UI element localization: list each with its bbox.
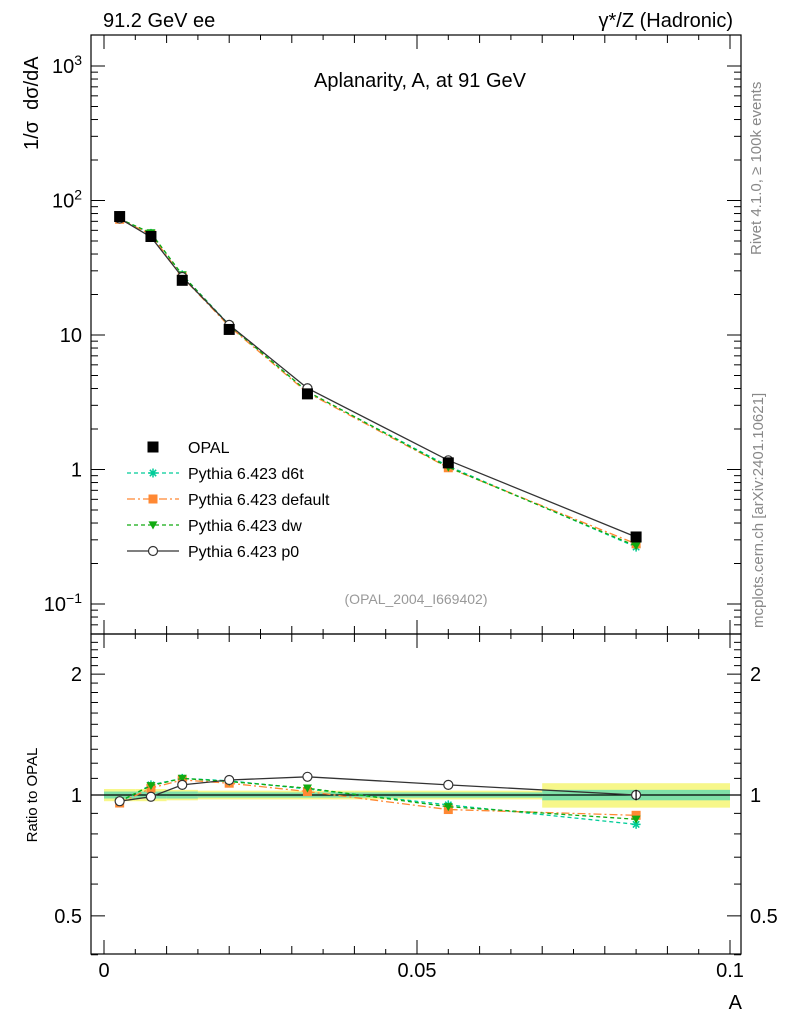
rivet-label: Rivet 4.1.0, ≥ 100k events xyxy=(748,82,765,255)
ratio-tick-label-left: 1 xyxy=(71,785,82,807)
y-tick-label: 102 xyxy=(52,187,82,213)
ratio-series-point xyxy=(302,771,313,782)
legend-marker xyxy=(148,468,158,478)
legend-label: Pythia 6.423 d6t xyxy=(188,466,304,483)
data-point xyxy=(223,323,235,335)
legend-marker xyxy=(147,545,159,557)
x-tick-label: 0 xyxy=(98,960,109,982)
data-point xyxy=(301,388,313,400)
ratio-series-point xyxy=(302,784,312,793)
ratio-series-point xyxy=(443,779,454,790)
ratio-panel-frame xyxy=(90,633,742,955)
ratio-tick-label-right: 0.5 xyxy=(750,906,778,928)
chart-title: Aplanarity, A, at 91 GeV xyxy=(314,70,527,92)
y-axis-label: 1/σ dσ/dA xyxy=(21,56,43,150)
ratio-axis-label: Ratio to OPAL xyxy=(24,748,41,843)
data-point xyxy=(630,531,642,543)
ratio-series-point xyxy=(631,819,641,829)
ratio-series-point xyxy=(443,803,453,812)
legend-label: Pythia 6.423 default xyxy=(188,492,330,509)
ratio-series-point xyxy=(145,791,157,802)
ratio-series-point xyxy=(631,810,641,820)
y-tick-label: 10−1 xyxy=(44,590,82,616)
x-tick-label: 0.1 xyxy=(716,960,744,982)
ratio-tick-label-left: 2 xyxy=(71,664,82,686)
legend-label: OPAL xyxy=(188,440,230,457)
ratio-series-point xyxy=(177,779,188,790)
header-left: 91.2 GeV ee xyxy=(103,10,215,32)
ratio-series-point xyxy=(224,774,235,786)
mcplots-label: mcplots.cern.ch [arXiv:2401.10621] xyxy=(750,393,767,628)
ratio-series-point xyxy=(177,774,187,783)
ratio-tick-label-right: 2 xyxy=(750,664,761,686)
x-axis-label: A xyxy=(729,992,743,1014)
y-tick-label: 103 xyxy=(52,52,82,78)
legend-marker xyxy=(147,441,159,453)
ratio-tick-label-left: 0.5 xyxy=(54,906,82,928)
ratio-series-point xyxy=(631,815,641,824)
legend-marker xyxy=(148,494,158,504)
data-point xyxy=(176,274,188,286)
y-tick-label: 1 xyxy=(71,460,82,482)
header-right: γ*/Z (Hadronic) xyxy=(599,10,733,32)
ratio-series-point xyxy=(114,796,125,807)
ratio-series-point xyxy=(146,782,156,791)
series-point xyxy=(631,542,641,551)
data-point xyxy=(114,211,126,223)
series-line xyxy=(119,217,637,538)
y-tick-label: 10 xyxy=(60,325,82,347)
legend-label: Pythia 6.423 p0 xyxy=(188,544,299,561)
x-tick-label: 0.05 xyxy=(398,960,437,982)
legend-label: Pythia 6.423 dw xyxy=(188,518,302,535)
legend-marker xyxy=(148,521,158,530)
ratio-tick-label-right: 1 xyxy=(750,785,761,807)
data-point xyxy=(145,230,157,242)
data-point xyxy=(442,457,454,469)
analysis-tag: (OPAL_2004_I669402) xyxy=(345,591,488,607)
